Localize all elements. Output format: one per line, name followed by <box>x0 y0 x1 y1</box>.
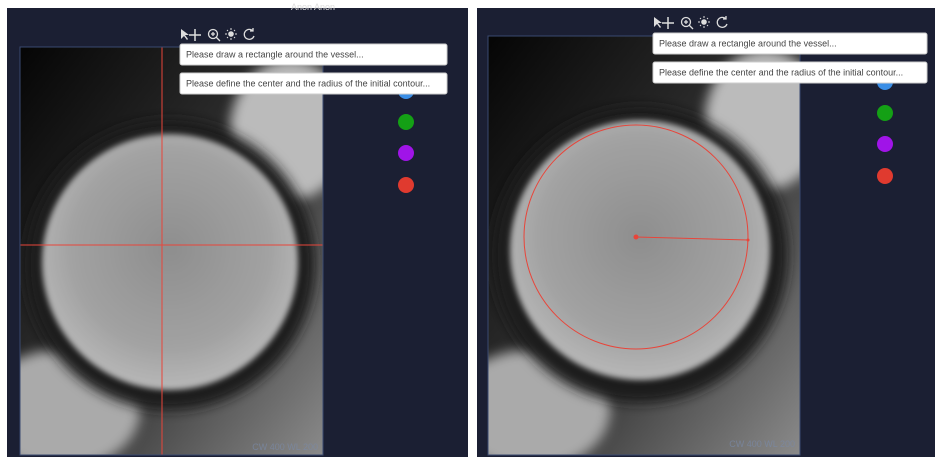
tooltip: Please define the center and the radius … <box>652 61 928 84</box>
image-viewport[interactable]: CW 400 WL 200 <box>450 36 825 457</box>
window-level: CW 400 WL 200 <box>729 439 795 449</box>
patient-name: Anon Anon <box>291 2 335 12</box>
tooltip-text: Please define the center and the radius … <box>186 78 430 88</box>
center-point[interactable] <box>633 234 639 240</box>
tooltip: Please draw a rectangle around the vesse… <box>179 43 448 66</box>
right-panel: CW 400 WL 200 Please draw a rectangle ar… <box>450 8 935 457</box>
tooltip: Please draw a rectangle around the vesse… <box>652 32 928 55</box>
tooltip: Please define the center and the radius … <box>179 72 448 95</box>
viewport-border <box>487 35 801 456</box>
left-panel: Anon Anon CW 400 WL 200 Please draw a re… <box>0 2 468 457</box>
tooltip-text: Please draw a rectangle around the vesse… <box>186 49 364 59</box>
radius-line <box>635 236 749 241</box>
viewport-border <box>19 46 324 456</box>
image-viewport[interactable]: CW 400 WL 200 <box>0 47 350 457</box>
tooltip-text: Please draw a rectangle around the vesse… <box>659 38 837 48</box>
window-level: CW 400 WL 200 <box>252 442 318 452</box>
radius-handle[interactable] <box>746 238 750 242</box>
contour-circle <box>523 124 749 350</box>
tooltip-text: Please define the center and the radius … <box>659 67 903 77</box>
